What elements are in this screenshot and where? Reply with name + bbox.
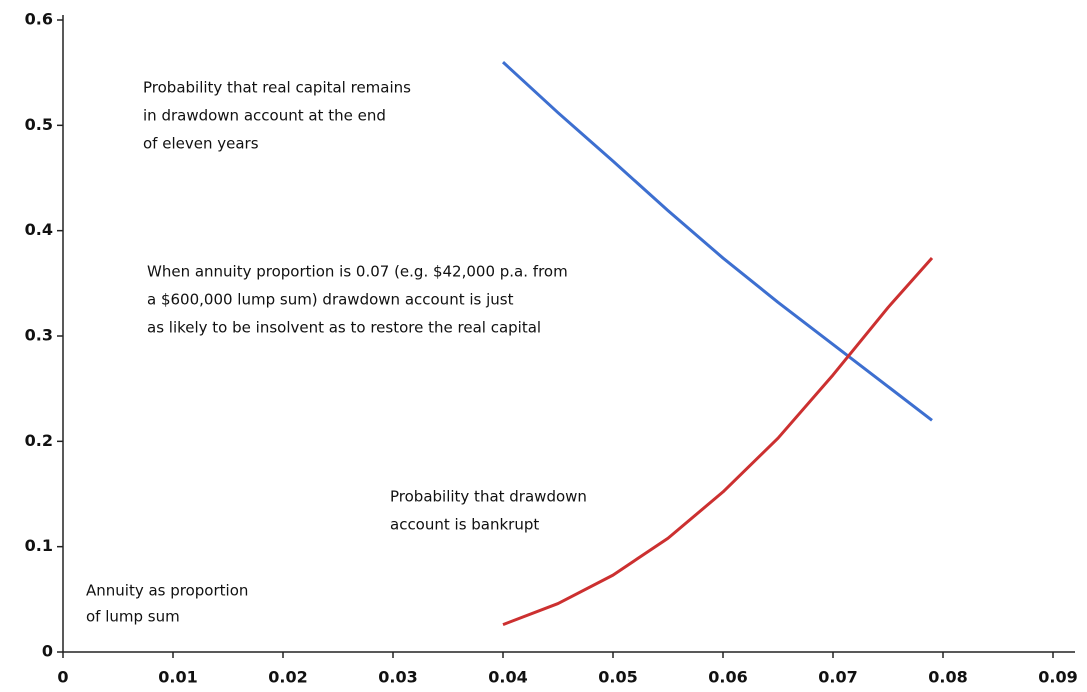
- annotation: When annuity proportion is 0.07 (e.g. $4…: [147, 263, 568, 281]
- x-tick-label: 0.04: [488, 668, 527, 687]
- y-tick-label: 0.1: [25, 536, 53, 555]
- annotation: account is bankrupt: [390, 516, 539, 534]
- annotation: Annuity as proportion: [86, 582, 248, 600]
- x-tick-label: 0: [57, 668, 68, 687]
- x-tick-label: 0.08: [928, 668, 967, 687]
- y-tick-label: 0.6: [25, 10, 53, 29]
- annotation: Probability that drawdown: [390, 488, 587, 506]
- x-tick-label: 0.07: [818, 668, 857, 687]
- series-line: [502, 257, 934, 627]
- x-tick-label: 0.05: [598, 668, 637, 687]
- y-tick-label: 0: [42, 642, 53, 661]
- series-line: [501, 61, 933, 422]
- y-tick-label: 0.3: [25, 326, 53, 345]
- x-tick-label: 0.01: [158, 668, 197, 687]
- y-tick-label: 0.5: [25, 115, 53, 134]
- x-tick-label: 0.02: [268, 668, 307, 687]
- annotation: of lump sum: [86, 608, 180, 626]
- annotation: a $600,000 lump sum) drawdown account is…: [147, 291, 514, 309]
- annotation: in drawdown account at the end: [143, 107, 386, 125]
- annotation: Probability that real capital remains: [143, 79, 411, 97]
- x-tick-label: 0.09: [1038, 668, 1077, 687]
- annotation: of eleven years: [143, 135, 259, 153]
- y-tick-label: 0.4: [25, 220, 53, 239]
- x-tick-label: 0.06: [708, 668, 747, 687]
- x-tick-label: 0.03: [378, 668, 417, 687]
- y-tick-label: 0.2: [25, 431, 53, 450]
- annotation: as likely to be insolvent as to restore …: [147, 319, 541, 337]
